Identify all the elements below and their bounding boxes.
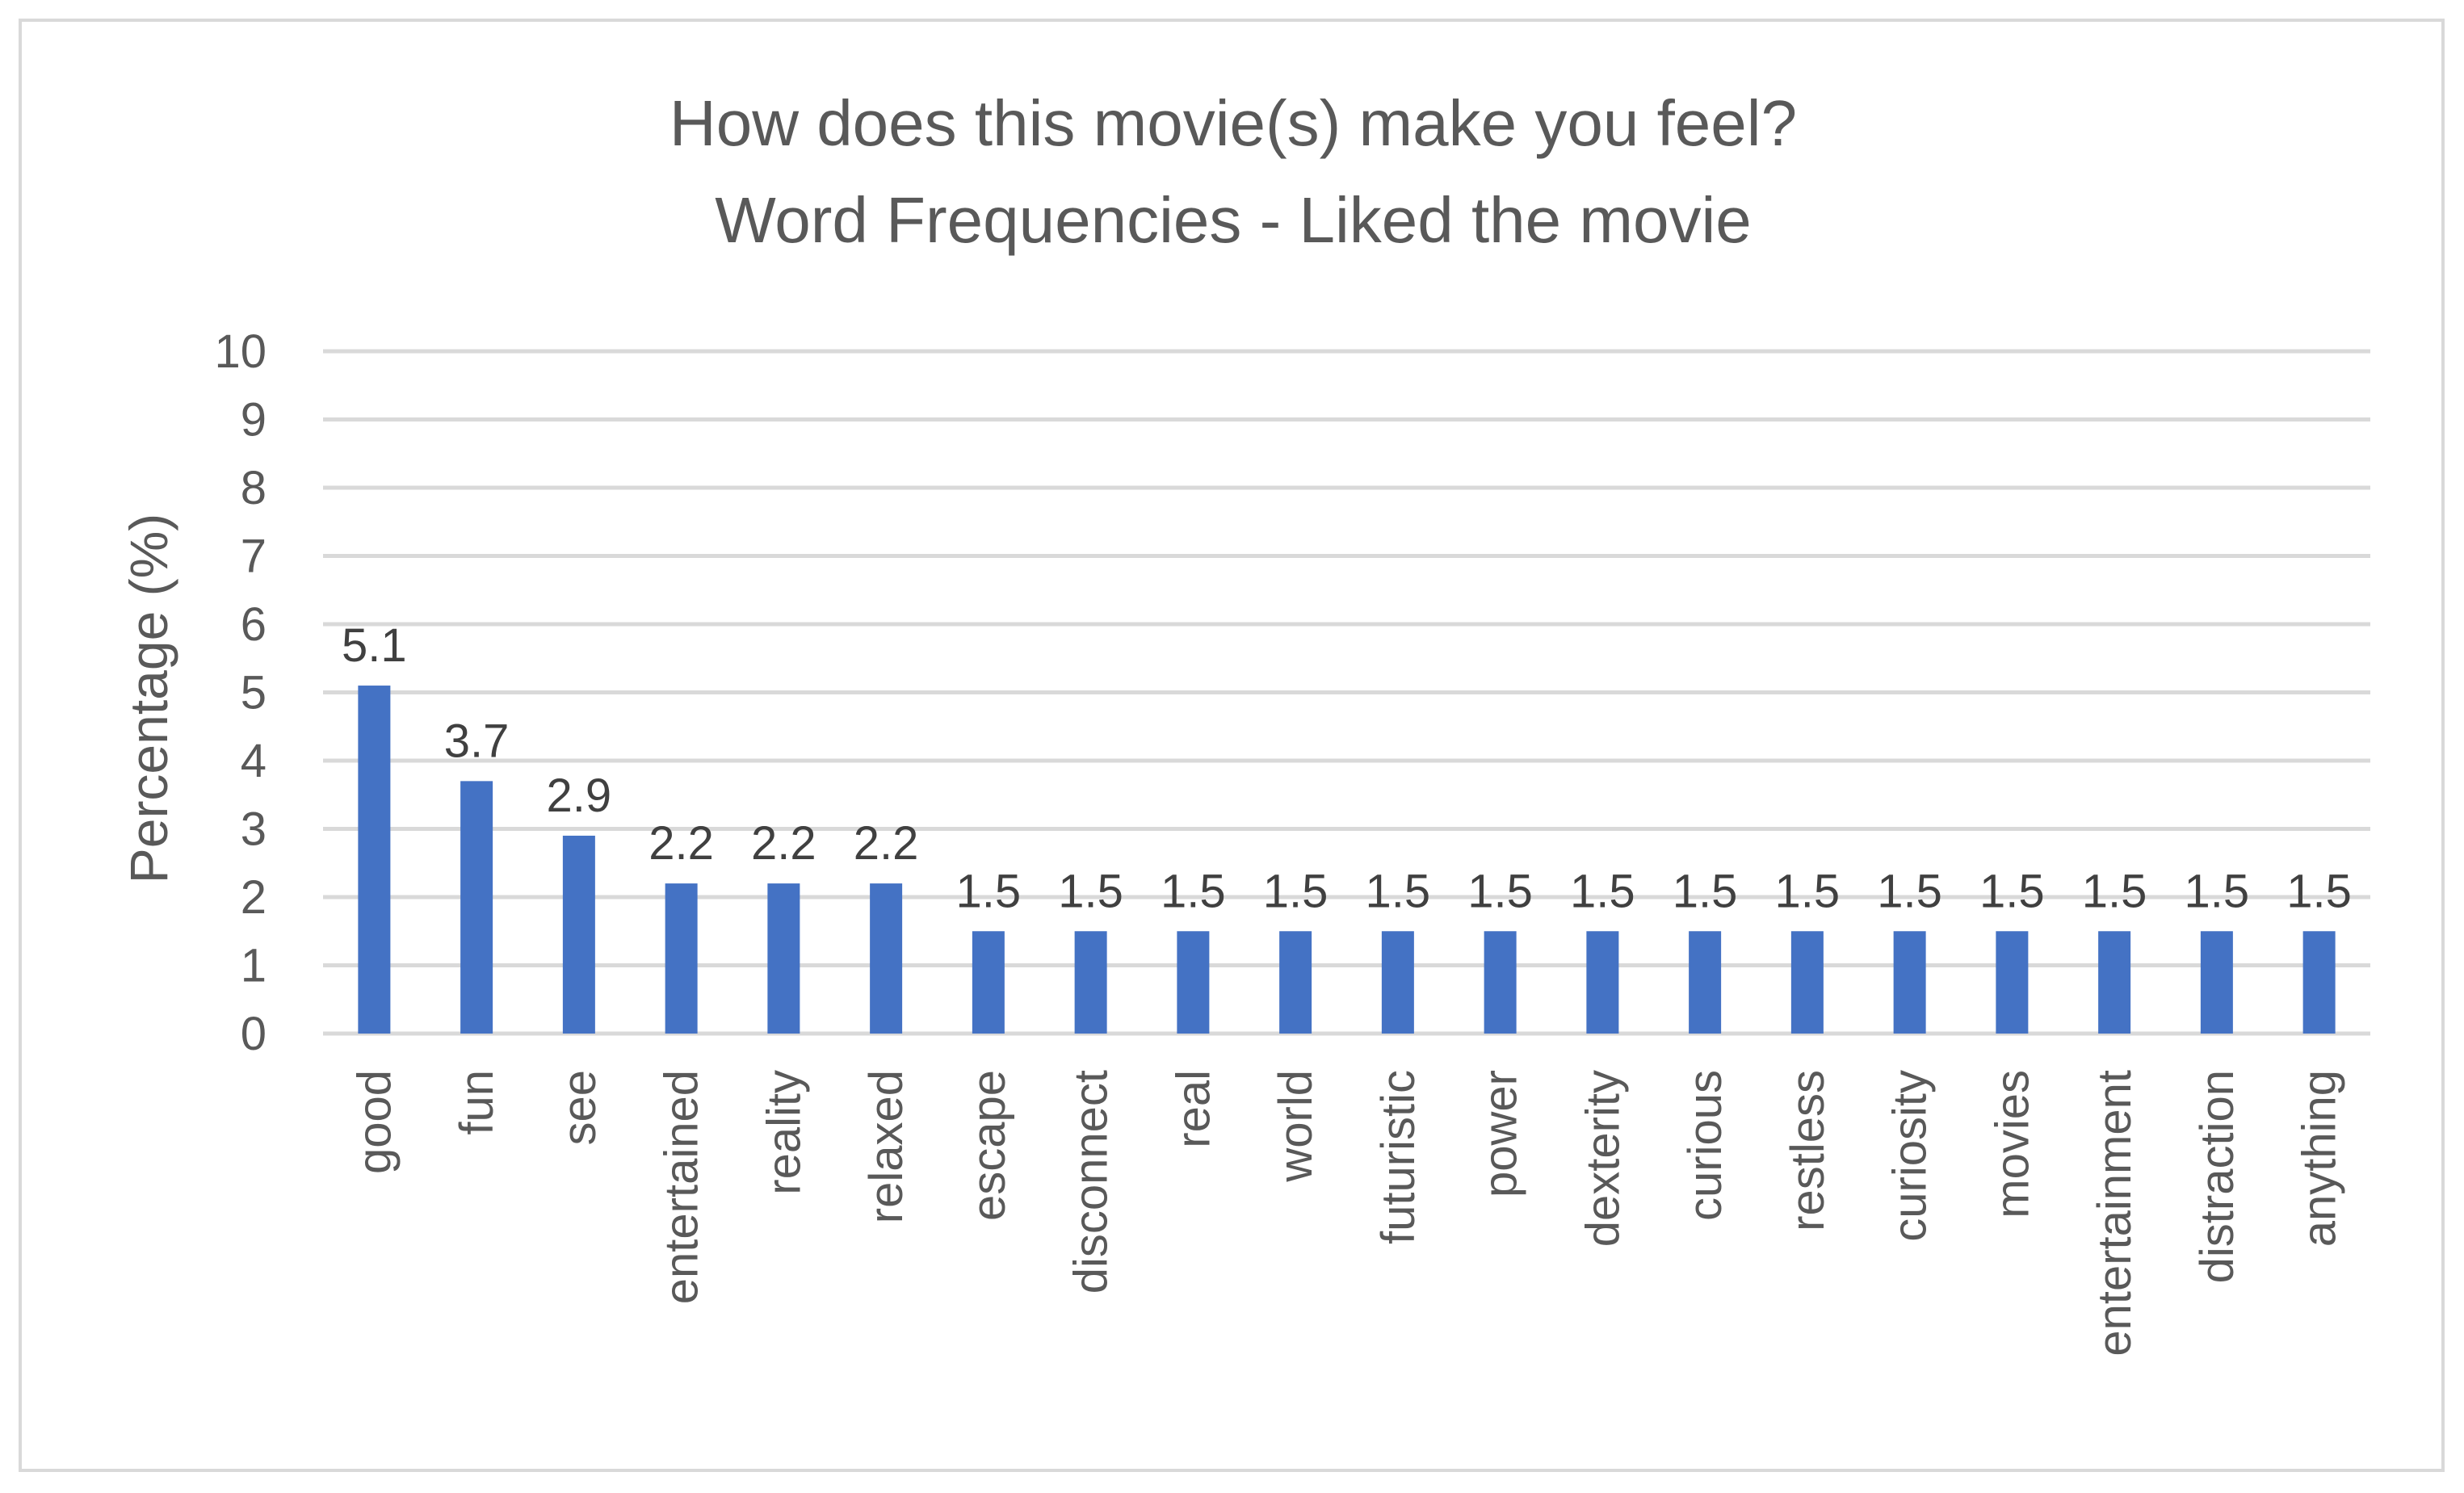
bar-entertained [665, 883, 698, 1034]
x-tick-label-curiosity: curiosity [1884, 1070, 1937, 1242]
x-tick-label-distraction: distraction [2191, 1070, 2244, 1283]
x-tick-label-world: world [1270, 1070, 1322, 1183]
bar-relaxed [870, 883, 903, 1034]
data-label-futuristic: 1.5 [1366, 865, 1431, 917]
bar-anything [2302, 931, 2336, 1034]
x-tick-label-fun: fun [451, 1070, 503, 1135]
bar-escape [972, 931, 1005, 1034]
data-label-fun: 3.7 [444, 715, 510, 767]
x-tick-label-dexterity: dexterity [1576, 1070, 1629, 1247]
x-tick-label-reality: reality [758, 1070, 810, 1195]
data-label-world: 1.5 [1263, 865, 1329, 917]
bar-entertainment [2098, 931, 2131, 1034]
data-label-power: 1.5 [1467, 865, 1533, 917]
x-tick-label-disconnect: disconnect [1065, 1070, 1118, 1294]
data-labels: 5.1 3.7 2.9 2.2 2.2 2.2 1.5 1.5 1.5 1.5 1.5 1.5 1.5 1… [342, 619, 2352, 917]
data-label-see: 2.9 [547, 770, 612, 822]
bar-see [562, 835, 595, 1034]
x-tick-label-escape: escape [963, 1070, 1015, 1221]
data-label-movies: 1.5 [1979, 865, 2045, 917]
data-label-entertained: 2.2 [649, 817, 714, 870]
data-label-escape: 1.5 [956, 865, 1022, 917]
x-tick-label-movies: movies [1986, 1070, 2038, 1218]
bar-world [1279, 931, 1312, 1034]
x-tick-label-real: real [1167, 1070, 1219, 1148]
x-tick-label-anything: anything [2294, 1070, 2346, 1247]
y-tick-label: 4 [241, 735, 267, 787]
x-tick-label-good: good [348, 1070, 401, 1174]
y-tick-label: 5 [241, 667, 267, 719]
y-tick-label: 10 [214, 325, 267, 378]
x-tick-label-restless: restless [1782, 1070, 1834, 1231]
data-label-distraction: 1.5 [2185, 865, 2250, 917]
x-tick-label-relaxed: relaxed [860, 1070, 913, 1223]
data-label-real: 1.5 [1161, 865, 1226, 917]
bar-distraction [2200, 931, 2233, 1034]
x-tick-label-entertainment: entertainment [2088, 1070, 2141, 1357]
y-tick-label: 8 [241, 462, 267, 514]
data-label-good: 5.1 [342, 619, 407, 672]
x-tick-label-futuristic: futuristic [1372, 1070, 1425, 1244]
data-label-relaxed: 2.2 [854, 817, 919, 870]
bar-fun [460, 781, 493, 1034]
x-tick-label-see: see [553, 1070, 606, 1146]
data-label-entertainment: 1.5 [2082, 865, 2147, 917]
bar-futuristic [1381, 931, 1414, 1034]
x-tick-label-entertained: entertained [656, 1070, 708, 1304]
bar-curious [1689, 931, 1722, 1034]
x-tick-label-curious: curious [1679, 1070, 1732, 1221]
chart-title-line-2: Word Frequencies - Liked the movie [715, 184, 1752, 256]
bar-power [1484, 931, 1517, 1034]
y-axis-ticks: 0 1 2 3 4 5 6 7 8 9 10 [214, 325, 267, 1060]
chart-title: How does this movie(s) make you feel? Wo… [670, 87, 1797, 256]
y-tick-label: 9 [241, 394, 267, 447]
bar-curiosity [1893, 931, 1926, 1034]
data-label-disconnect: 1.5 [1058, 865, 1123, 917]
y-tick-label: 1 [241, 940, 267, 992]
x-axis-category-labels: good fun see entertained reality relaxed escap… [348, 1070, 2345, 1357]
y-axis-title: Percentage (%) [119, 514, 178, 884]
bar-reality [767, 883, 800, 1034]
chart-frame [19, 19, 2445, 1472]
bar-real [1177, 931, 1210, 1034]
x-tick-label-power: power [1475, 1070, 1527, 1197]
data-label-dexterity: 1.5 [1570, 865, 1635, 917]
data-label-curious: 1.5 [1673, 865, 1738, 917]
y-tick-label: 3 [241, 803, 267, 856]
gridlines [323, 349, 2370, 1036]
y-tick-label: 6 [241, 598, 267, 651]
bar-dexterity [1586, 931, 1619, 1034]
data-label-curiosity: 1.5 [1877, 865, 1942, 917]
y-tick-label: 2 [241, 871, 267, 924]
data-label-restless: 1.5 [1775, 865, 1841, 917]
data-label-reality: 2.2 [751, 817, 816, 870]
bar-disconnect [1074, 931, 1107, 1034]
y-tick-label: 7 [241, 531, 267, 583]
data-label-anything: 1.5 [2286, 865, 2352, 917]
bar-good [358, 686, 391, 1034]
chart-title-line-1: How does this movie(s) make you feel? [670, 87, 1797, 159]
y-tick-label: 0 [241, 1008, 267, 1060]
bar-movies [1996, 931, 2029, 1034]
bars [358, 686, 2336, 1034]
bar-restless [1790, 931, 1824, 1034]
